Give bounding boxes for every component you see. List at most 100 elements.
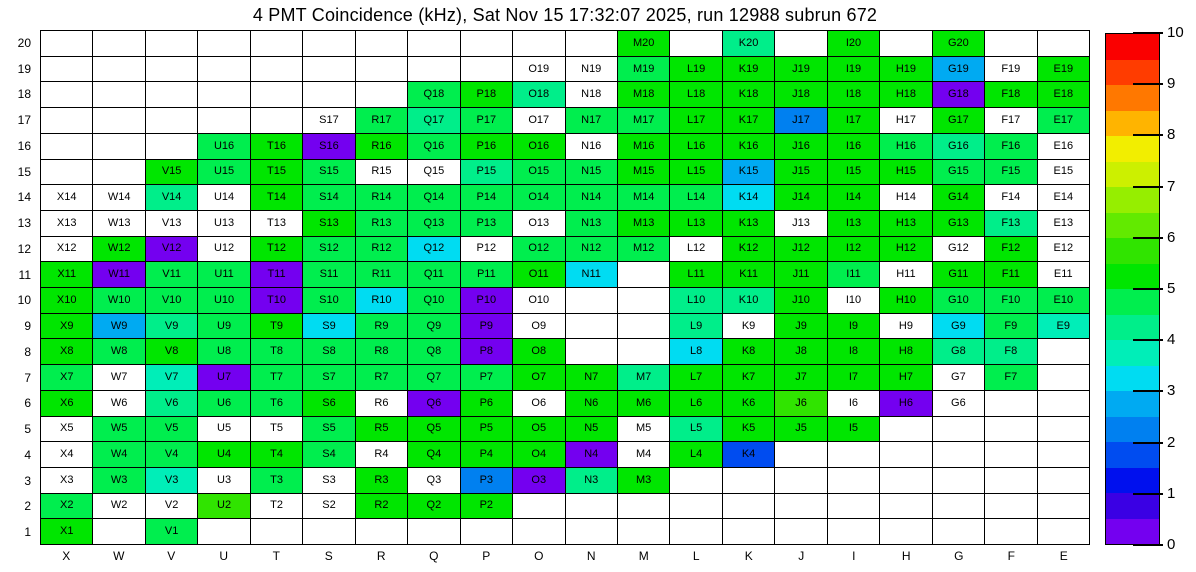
cell-L17: L17 (670, 108, 722, 133)
cell-I7: I7 (827, 365, 880, 390)
cell-X10: X10 (41, 288, 93, 313)
colorbar-tick-label-5: 5 (1167, 280, 1176, 298)
cell-M13: M13 (617, 210, 670, 236)
cell-X7: X7 (41, 365, 93, 390)
x-label-U: U (219, 549, 229, 563)
cell-K10: K10 (722, 288, 775, 313)
cell-empty (93, 159, 145, 185)
cell-S17: S17 (303, 108, 355, 133)
cell-K7: K7 (722, 365, 775, 390)
cell-N7: N7 (565, 365, 617, 390)
cell-S13: S13 (303, 210, 355, 236)
cell-empty (985, 467, 1037, 493)
cell-empty (722, 519, 775, 544)
colorbar-segment (1106, 34, 1159, 60)
cell-empty (1037, 493, 1089, 519)
cell-I12: I12 (827, 236, 880, 262)
cell-Q4: Q4 (408, 442, 460, 467)
cell-W6: W6 (93, 390, 145, 416)
cell-E13: E13 (1037, 210, 1089, 236)
cell-J12: J12 (775, 236, 827, 262)
cell-empty (1037, 31, 1089, 56)
cell-empty (145, 133, 198, 159)
colorbar (1105, 33, 1160, 545)
cell-empty (565, 313, 617, 339)
cell-N6: N6 (565, 390, 617, 416)
cell-empty (985, 442, 1037, 467)
cell-J6: J6 (775, 390, 827, 416)
cell-empty (880, 416, 932, 442)
cell-empty (355, 56, 408, 82)
cell-empty (932, 467, 985, 493)
cell-L6: L6 (670, 390, 722, 416)
x-label-K: K (744, 549, 753, 563)
colorbar-segment (1106, 161, 1159, 187)
cell-S5: S5 (303, 416, 355, 442)
colorbar-tick-label-0: 0 (1167, 536, 1176, 554)
colorbar-segment (1106, 442, 1159, 468)
cell-F8: F8 (985, 339, 1037, 365)
cell-Q11: Q11 (408, 262, 460, 287)
cell-empty (250, 519, 303, 544)
cell-empty (250, 56, 303, 82)
y-label-10: 10 (17, 293, 31, 308)
cell-Q10: Q10 (408, 288, 460, 313)
cell-U13: U13 (198, 210, 250, 236)
cell-X12: X12 (41, 236, 93, 262)
cell-O12: O12 (513, 236, 565, 262)
cell-H7: H7 (880, 365, 932, 390)
y-label-14: 14 (17, 190, 31, 205)
cell-J7: J7 (775, 365, 827, 390)
colorbar-tick-label-7: 7 (1167, 177, 1176, 195)
cell-Q3: Q3 (408, 467, 460, 493)
cell-O15: O15 (513, 159, 565, 185)
cell-S14: S14 (303, 185, 355, 210)
cell-K5: K5 (722, 416, 775, 442)
cell-empty (722, 467, 775, 493)
cell-empty (303, 519, 355, 544)
y-label-4: 4 (24, 447, 31, 462)
cell-M14: M14 (617, 185, 670, 210)
cell-O8: O8 (513, 339, 565, 365)
cell-I16: I16 (827, 133, 880, 159)
cell-U11: U11 (198, 262, 250, 287)
cell-R7: R7 (355, 365, 408, 390)
cell-R14: R14 (355, 185, 408, 210)
cell-J15: J15 (775, 159, 827, 185)
cell-empty (880, 442, 932, 467)
cell-P4: P4 (460, 442, 513, 467)
cell-T12: T12 (250, 236, 303, 262)
cell-M3: M3 (617, 467, 670, 493)
cell-empty (93, 133, 145, 159)
cell-P6: P6 (460, 390, 513, 416)
cell-J8: J8 (775, 339, 827, 365)
cell-empty (827, 467, 880, 493)
cell-U10: U10 (198, 288, 250, 313)
cell-K13: K13 (722, 210, 775, 236)
cell-K11: K11 (722, 262, 775, 287)
cell-V5: V5 (145, 416, 198, 442)
cell-W4: W4 (93, 442, 145, 467)
cell-empty (460, 519, 513, 544)
cell-P17: P17 (460, 108, 513, 133)
cell-O13: O13 (513, 210, 565, 236)
cell-W12: W12 (93, 236, 145, 262)
cell-E18: E18 (1037, 82, 1089, 108)
cell-L11: L11 (670, 262, 722, 287)
cell-I8: I8 (827, 339, 880, 365)
cell-F17: F17 (985, 108, 1037, 133)
x-label-Q: Q (429, 549, 439, 563)
cell-L16: L16 (670, 133, 722, 159)
cell-P16: P16 (460, 133, 513, 159)
colorbar-tick-line (1133, 390, 1163, 393)
cell-U16: U16 (198, 133, 250, 159)
cell-L10: L10 (670, 288, 722, 313)
cell-R2: R2 (355, 493, 408, 519)
cell-U15: U15 (198, 159, 250, 185)
cell-Q14: Q14 (408, 185, 460, 210)
cell-P8: P8 (460, 339, 513, 365)
cell-O4: O4 (513, 442, 565, 467)
cell-Q18: Q18 (408, 82, 460, 108)
cell-N11: N11 (565, 262, 617, 287)
